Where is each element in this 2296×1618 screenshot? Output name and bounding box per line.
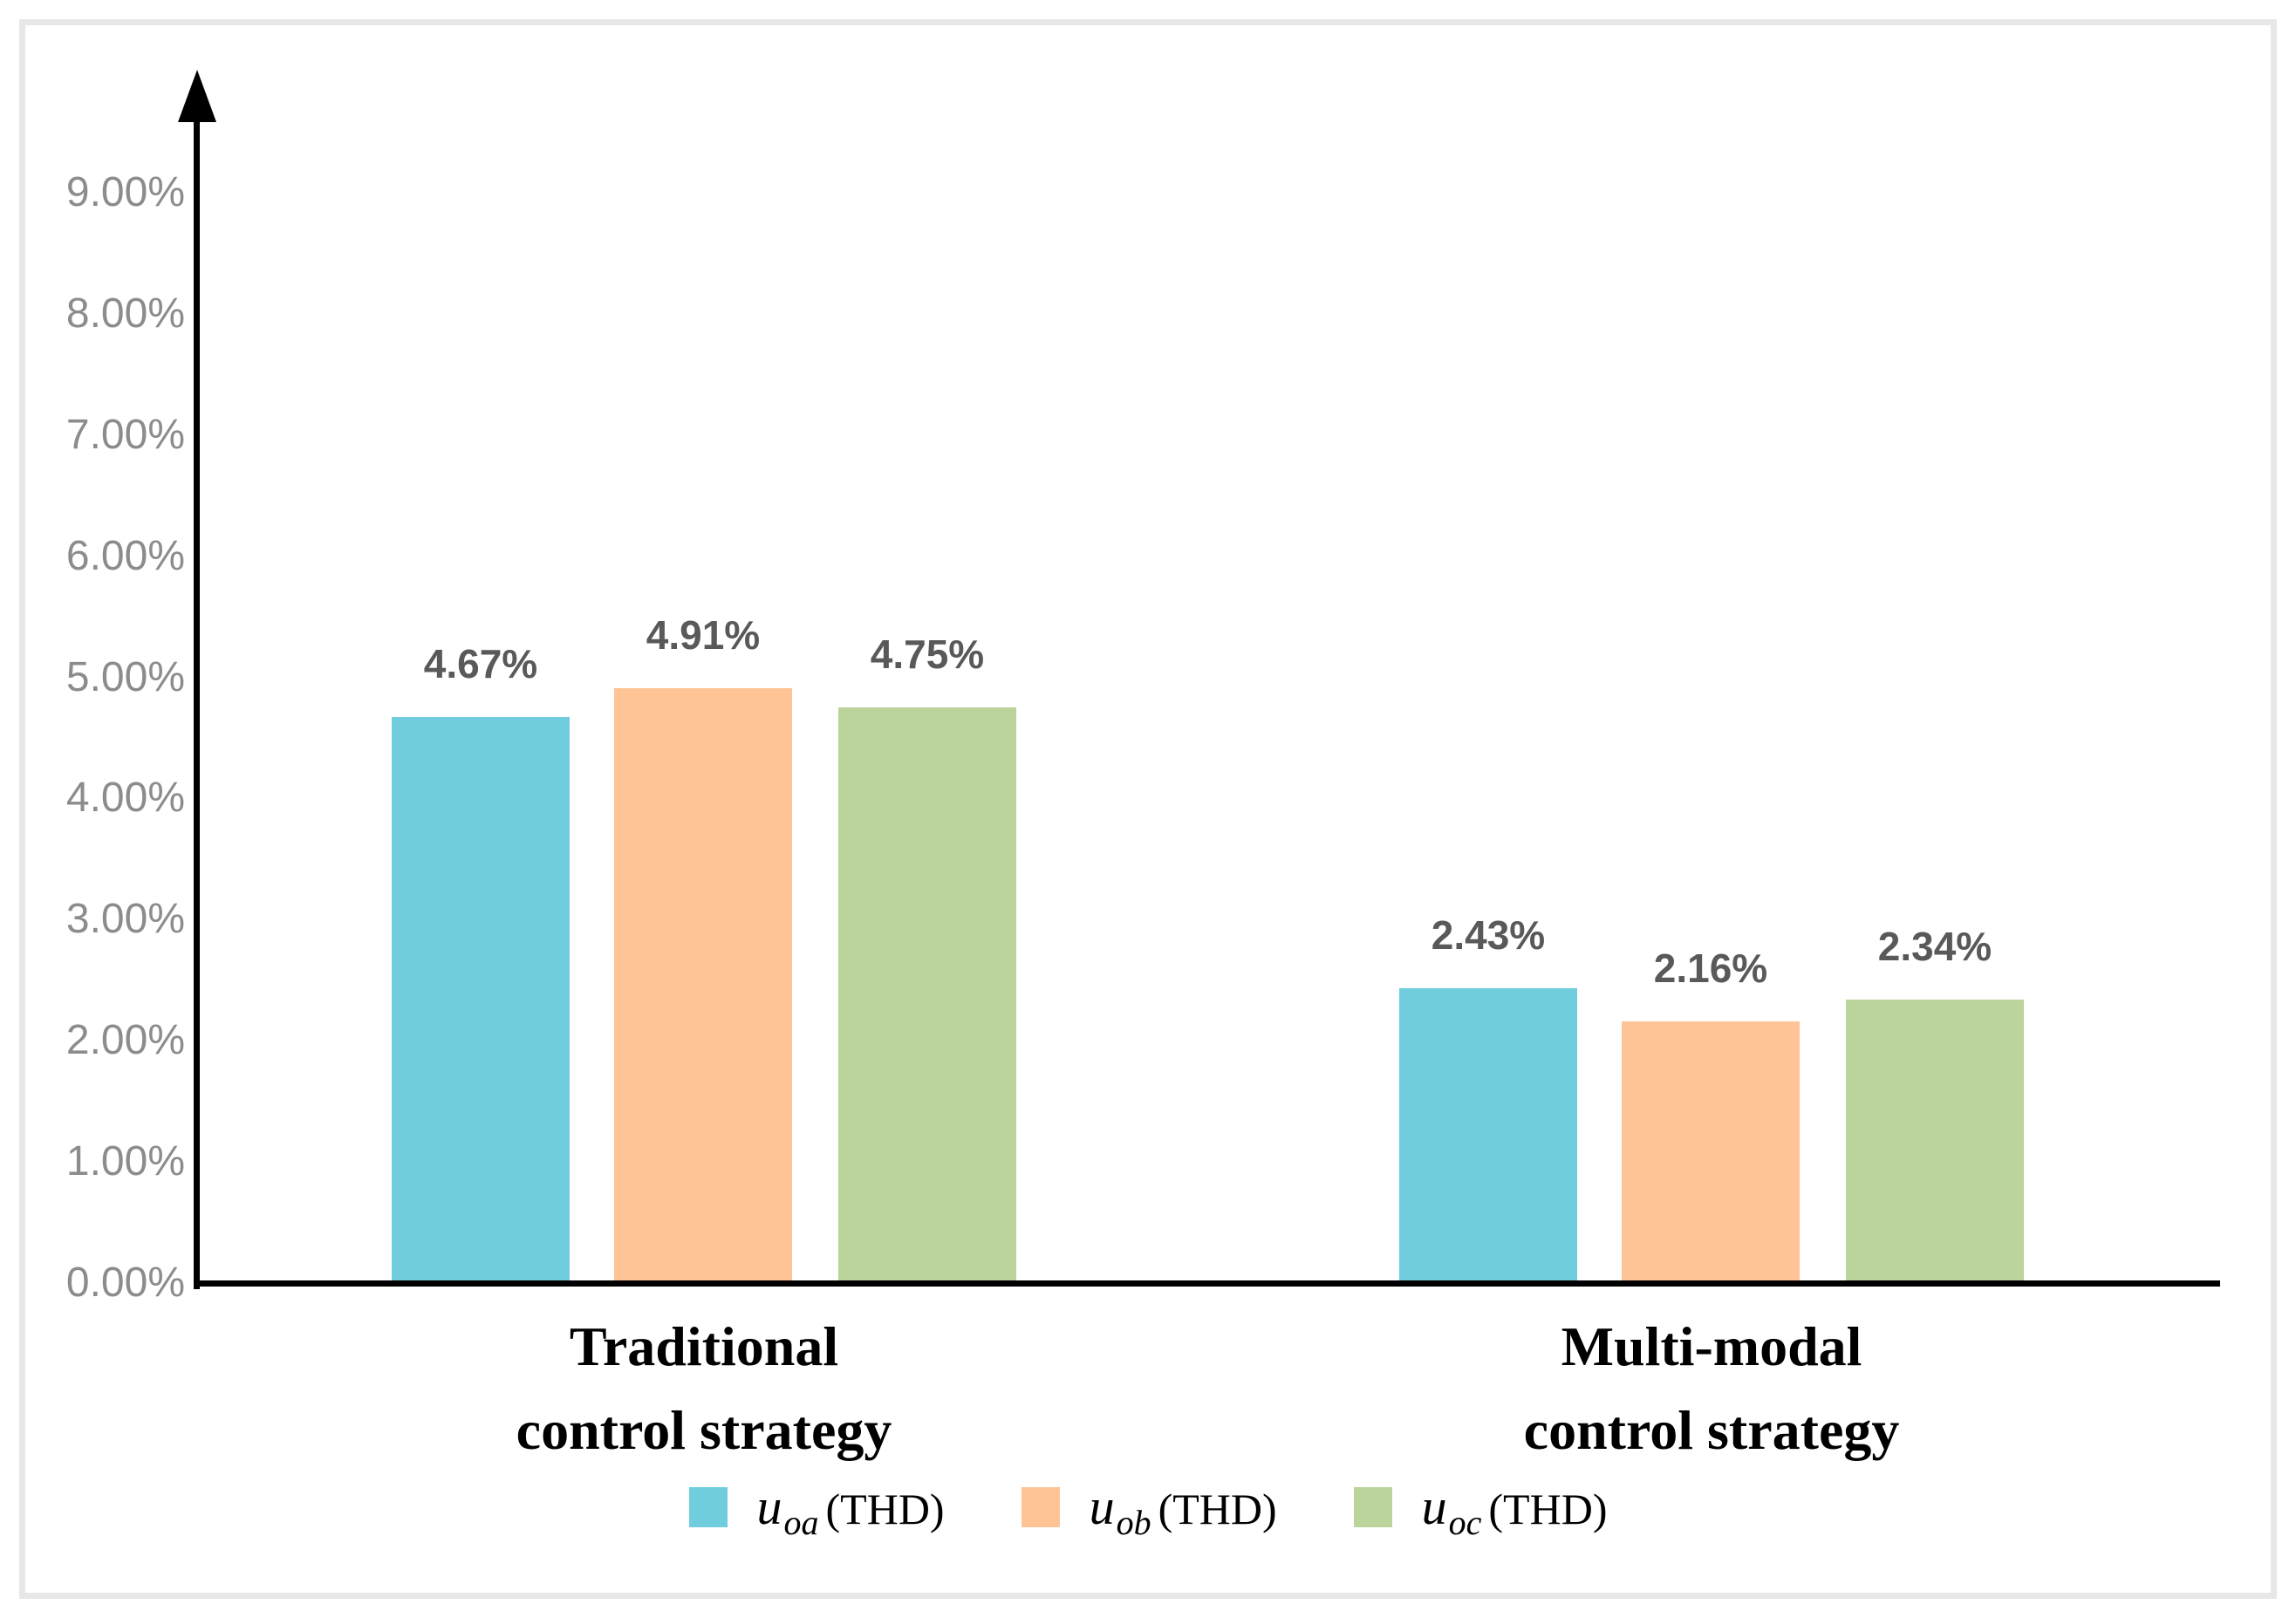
legend-label: uoa (THD) [756, 1478, 945, 1542]
legend-item-ob: uob (THD) [1021, 1478, 1277, 1542]
x-axis-line [194, 1280, 2220, 1287]
y-tick-label: 3.00% [65, 896, 185, 942]
category-label-multimodal: Multi-modal control strategy [1523, 1315, 1900, 1461]
legend-swatch-icon [1021, 1486, 1060, 1527]
data-label: 4.75% [870, 631, 985, 677]
y-tick-label: 0.00% [65, 1260, 185, 1306]
y-tick-label: 1.00% [65, 1138, 185, 1184]
data-label: 2.34% [1877, 924, 1992, 969]
y-tick-label: 4.00% [65, 775, 185, 821]
y-tick-label: 5.00% [65, 654, 185, 700]
legend: uoa (THD) uob (THD) uoc (THD) [0, 1478, 2296, 1542]
legend-label: uoc (THD) [1421, 1478, 1608, 1542]
y-tick-label: 9.00% [65, 169, 185, 215]
legend-item-oc: uoc (THD) [1353, 1478, 1608, 1542]
legend-item-oa: uoa (THD) [688, 1478, 945, 1542]
y-tick-label: 6.00% [65, 533, 185, 579]
y-axis-line [194, 113, 200, 1289]
bar-oc-group1 [838, 707, 1016, 1283]
legend-swatch-icon [1353, 1486, 1392, 1527]
bar-oc-group2 [1846, 1000, 2024, 1283]
y-tick-label: 7.00% [65, 412, 185, 458]
data-label: 2.16% [1653, 946, 1768, 991]
bar-ob-group1 [614, 688, 792, 1283]
bar-oa-group2 [1399, 988, 1577, 1283]
legend-label: uob (THD) [1089, 1478, 1277, 1542]
bar-oa-group1 [392, 717, 570, 1283]
data-label: 4.67% [423, 641, 538, 686]
bar-ob-group2 [1622, 1021, 1800, 1283]
data-label: 4.91% [646, 612, 761, 658]
category-label-traditional: Traditional control strategy [516, 1315, 892, 1461]
y-tick-label: 2.00% [65, 1017, 185, 1063]
legend-swatch-icon [688, 1486, 728, 1527]
data-label: 2.43% [1431, 912, 1546, 958]
y-tick-label: 8.00% [65, 290, 185, 337]
